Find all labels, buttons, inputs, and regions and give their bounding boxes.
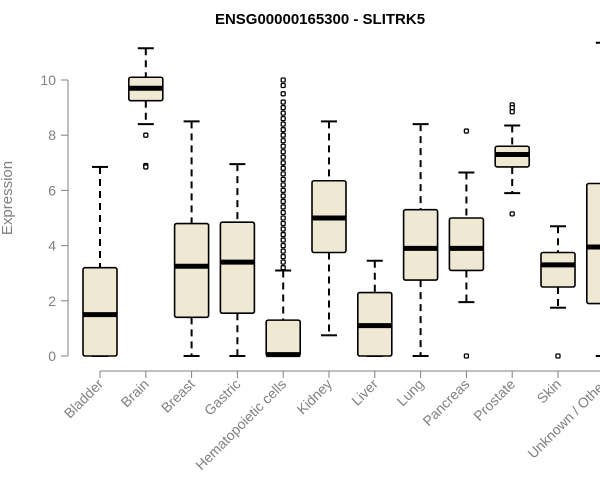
box-breast [173, 120, 210, 357]
outlier-point [280, 242, 286, 249]
interquartile-box [82, 266, 118, 357]
box-prostate [494, 102, 531, 217]
outlier-point [463, 128, 470, 134]
outlier-point [280, 209, 286, 216]
outlier-point [280, 115, 286, 122]
y-tick-label: 0 [48, 348, 56, 364]
outlier-point [280, 149, 286, 155]
outlier-point [280, 104, 286, 111]
outlier-point [280, 154, 286, 160]
box-bladder [82, 165, 118, 357]
outlier-point [280, 82, 286, 89]
box-pancreas [448, 128, 485, 359]
x-tick-label-pancreas: Pancreas [419, 376, 472, 429]
box-kidney [311, 120, 347, 337]
x-tick-label-breast: Breast [158, 376, 198, 416]
box-brain [128, 47, 164, 170]
outlier-point [280, 182, 286, 188]
outlier-point [280, 187, 286, 194]
outlier-point [509, 211, 515, 217]
outlier-point [280, 226, 286, 232]
outlier-point [555, 353, 561, 359]
x-tick-label-gastric: Gastric [201, 376, 244, 419]
outlier-point [280, 253, 286, 260]
y-tick-label: 4 [48, 238, 56, 254]
outlier-point [280, 198, 286, 205]
outlier-point [509, 109, 515, 115]
outlier-point [280, 143, 286, 149]
outlier-point [280, 237, 286, 243]
outlier-point [463, 353, 470, 359]
outlier-point [280, 110, 286, 116]
x-tick-label-brain: Brain [117, 376, 151, 410]
box-lung [402, 123, 439, 357]
outlier-point [143, 164, 149, 170]
outlier-point [280, 165, 286, 171]
y-axis: 0 2 4 6 8 10 [40, 72, 69, 364]
outlier-point [280, 121, 286, 127]
outlier-point [280, 127, 286, 133]
y-tick-label: 8 [48, 127, 56, 143]
outlier-point [280, 215, 286, 221]
x-tick-label-prostate: Prostate [470, 376, 518, 424]
interquartile-box [402, 208, 439, 281]
interquartile-box [448, 217, 485, 272]
outlier-point [280, 193, 286, 199]
box-gastric [219, 163, 256, 357]
outlier-point [280, 138, 286, 144]
outlier-point [280, 132, 286, 138]
outlier-point [280, 160, 286, 166]
outlier-point [280, 171, 286, 177]
x-tick-label-kidney: Kidney [294, 376, 336, 418]
box-liver [356, 259, 393, 357]
y-axis-label: Expression [0, 161, 16, 235]
outlier-point [280, 248, 286, 254]
box-unknown-other [586, 41, 600, 357]
outlier-point [280, 231, 286, 238]
x-tick-label-skin: Skin [534, 376, 565, 407]
y-tick-label: 10 [40, 72, 56, 88]
y-tick-label: 6 [48, 182, 56, 198]
x-tick-label-lung: Lung [393, 376, 426, 409]
interquartile-box [219, 221, 256, 315]
x-tick-label-liver: Liver [348, 376, 381, 409]
interquartile-box [265, 319, 302, 357]
chart-title: ENSG00000165300 - SLITRK5 [215, 11, 425, 28]
outlier-point [280, 204, 286, 210]
box-skin [540, 225, 576, 359]
x-tick-label-bladder: Bladder [61, 376, 107, 422]
outlier-point [509, 104, 515, 111]
outlier-point [280, 220, 286, 227]
y-tick-label: 2 [48, 293, 56, 309]
interquartile-box [586, 182, 600, 305]
interquartile-box [540, 251, 576, 288]
outlier-point [280, 259, 286, 265]
outlier-point [280, 91, 286, 97]
outlier-point [143, 132, 149, 138]
outlier-point [280, 99, 286, 105]
interquartile-box [173, 222, 210, 319]
x-tick-label-hematopoietic-cells: Hematopoietic cells [192, 376, 289, 473]
box-hematopoietic-cells [265, 77, 302, 358]
outlier-point [280, 265, 286, 271]
outlier-point [280, 176, 286, 183]
box-series [82, 41, 600, 359]
outlier-point [280, 77, 286, 83]
